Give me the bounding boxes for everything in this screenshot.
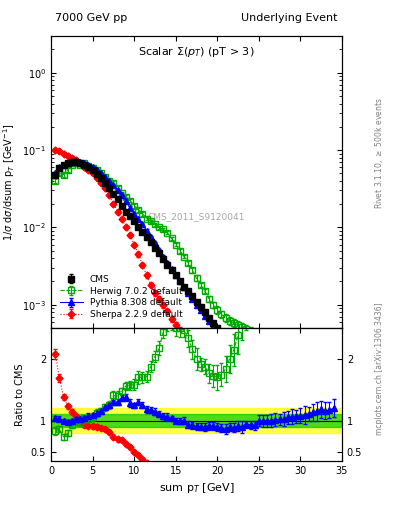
Text: Underlying Event: Underlying Event: [241, 13, 338, 23]
Text: 7000 GeV pp: 7000 GeV pp: [55, 13, 127, 23]
Text: Rivet 3.1.10, $\geq$ 500k events: Rivet 3.1.10, $\geq$ 500k events: [373, 98, 385, 209]
Bar: [51, 408, 342, 433]
Text: Scalar $\Sigma(p_T)$ (pT > 3): Scalar $\Sigma(p_T)$ (pT > 3): [138, 45, 255, 58]
Text: CMS_2011_S9120041: CMS_2011_S9120041: [148, 212, 245, 222]
Legend: CMS, Herwig 7.0.2 default, Pythia 8.308 default, Sherpa 2.2.9 default: CMS, Herwig 7.0.2 default, Pythia 8.308 …: [55, 270, 187, 324]
Text: mcplots.cern.ch [arXiv:1306.3436]: mcplots.cern.ch [arXiv:1306.3436]: [375, 302, 384, 435]
Y-axis label: 1/$\sigma$ d$\sigma$/dsum p$_T$ [GeV$^{-1}$]: 1/$\sigma$ d$\sigma$/dsum p$_T$ [GeV$^{-…: [1, 123, 17, 241]
Y-axis label: Ratio to CMS: Ratio to CMS: [15, 363, 25, 425]
X-axis label: sum p$_T$ [GeV]: sum p$_T$ [GeV]: [159, 481, 234, 495]
Bar: [51, 415, 342, 427]
